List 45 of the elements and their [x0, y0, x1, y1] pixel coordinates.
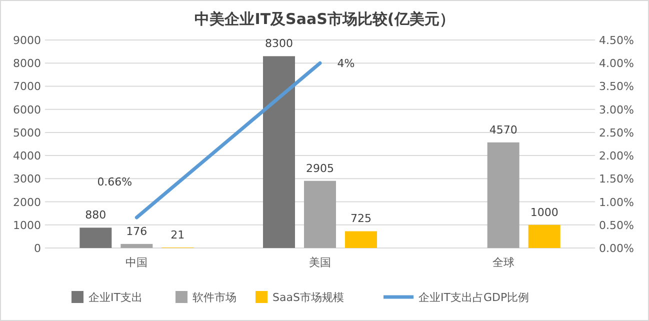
y2-tick-label: 3.50% [599, 80, 634, 94]
data-label: 0.66% [97, 175, 132, 188]
bar [528, 224, 560, 248]
bar [345, 231, 377, 248]
y-tick-label: 3000 [13, 172, 41, 186]
y-tick-label: 4000 [13, 150, 41, 163]
y-tick-label: 0 [34, 242, 41, 255]
data-label: 1000 [530, 206, 558, 219]
bar [304, 180, 336, 248]
y2-tick-label: 0.00% [599, 242, 634, 255]
bar [120, 244, 153, 248]
y-tick-label: 9000 [13, 34, 41, 47]
y2-tick-label: 4.00% [599, 57, 634, 70]
chart-title: 中美企业IT及SaaS市场比较(亿美元） [194, 10, 454, 28]
y-tick-label: 2000 [13, 196, 41, 209]
x-tick-label: 中国 [126, 256, 148, 269]
legend-label: 企业IT支出占GDP比例 [418, 291, 530, 304]
data-label: 4% [337, 57, 355, 70]
legend-label: SaaS市场规模 [272, 291, 344, 304]
y2-tick-label: 3.00% [599, 103, 634, 116]
x-tick-label: 美国 [309, 256, 331, 269]
data-label: 21 [170, 228, 185, 242]
y-tick-label: 5000 [13, 126, 41, 140]
y2-tick-label: 1.50% [599, 172, 634, 186]
y2-tick-label: 2.00% [599, 150, 634, 163]
y2-tick-label: 4.50% [599, 34, 634, 47]
data-label: 176 [126, 224, 148, 238]
y2-tick-label: 2.50% [599, 126, 634, 140]
y2-tick-label: 0.50% [599, 218, 634, 232]
y2-tick-label: 1.00% [599, 196, 634, 209]
bar [487, 142, 520, 248]
data-label: 4570 [489, 123, 518, 136]
x-tick-label: 全球 [492, 256, 514, 269]
y-tick-label: 6000 [13, 103, 41, 116]
bar [263, 56, 295, 248]
data-label: 2905 [306, 162, 334, 175]
data-label: 725 [350, 212, 372, 226]
y-tick-label: 7000 [13, 80, 41, 94]
y-tick-label: 1000 [13, 218, 41, 232]
y-tick-label: 8000 [13, 57, 41, 70]
legend-label: 软件市场 [192, 291, 236, 304]
data-label: 8300 [265, 37, 293, 50]
bar [80, 228, 112, 248]
legend-label: 企业IT支出 [88, 291, 142, 304]
data-label: 880 [85, 208, 106, 222]
